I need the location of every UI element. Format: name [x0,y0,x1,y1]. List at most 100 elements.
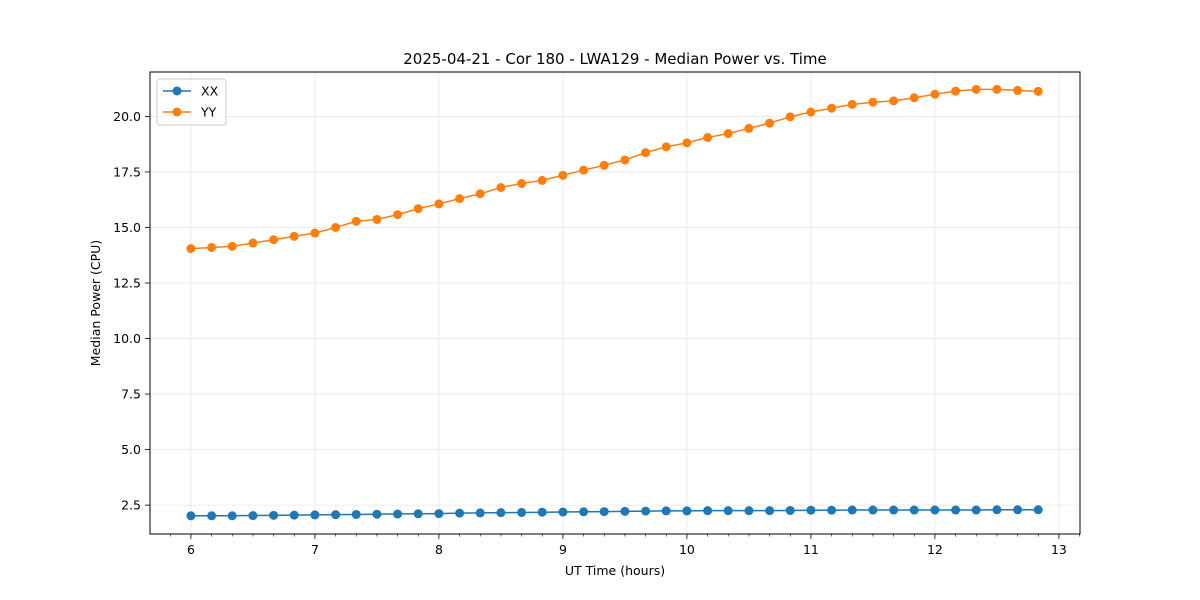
data-point-xx [248,511,258,521]
data-point-yy [475,189,485,199]
data-point-xx [517,507,527,517]
chart-title: 2025-04-21 - Cor 180 - LWA129 - Median P… [403,50,827,68]
data-point-yy [992,84,1002,94]
legend: XX YY [156,78,227,126]
y-tick-label: 2.5 [121,498,141,513]
data-point-yy [620,155,630,165]
data-point-yy [703,133,713,143]
data-point-xx [723,506,733,516]
data-point-yy [517,179,527,189]
data-point-yy [930,89,940,99]
data-point-xx [1013,505,1023,515]
x-tick-label: 12 [927,542,943,557]
data-point-xx [310,510,320,520]
data-point-xx [599,507,609,517]
data-point-yy [889,96,899,106]
data-point-xx [744,506,754,516]
data-point-xx [186,511,196,521]
data-point-xx [847,505,857,515]
data-point-xx [331,510,341,520]
data-point-yy [186,244,196,254]
data-point-xx [269,510,279,520]
data-point-xx [992,505,1002,515]
data-point-yy [868,97,878,107]
x-tick-label: 10 [679,542,695,557]
data-point-xx [393,509,403,519]
data-point-yy [558,170,568,180]
axis-ticks: 6 7 8 9 10 11 12 13 2.5 5.0 7.5 10.0 12.5 15.0 17.5 20.… [113,109,1080,557]
data-point-xx [496,508,506,518]
data-point-yy [785,112,795,122]
data-point-xx [620,506,630,516]
data-point-yy [765,118,775,128]
data-point-yy [393,210,403,220]
data-point-xx [475,508,485,518]
y-axis-label: Median Power (CPU) [88,240,103,366]
data-point-xx [971,505,981,515]
data-point-xx [537,507,547,517]
y-tick-label: 12.5 [113,276,141,291]
data-point-xx [765,506,775,516]
data-point-xx [641,506,651,516]
data-point-yy [434,199,444,209]
data-point-xx [930,505,940,515]
data-point-yy [723,129,733,139]
data-point-yy [227,241,237,251]
x-tick-label: 13 [1051,542,1067,557]
data-point-yy [971,84,981,94]
data-point-yy [909,93,919,103]
data-point-yy [579,165,589,175]
data-point-yy [496,183,506,192]
data-point-xx [413,509,423,519]
data-point-xx [661,506,671,516]
data-point-yy [847,99,857,109]
data-point-xx [289,510,299,520]
data-point-yy [951,86,961,96]
data-point-xx [868,505,878,515]
data-point-xx [227,511,237,521]
data-point-yy [682,138,692,148]
data-point-xx [889,505,899,515]
data-point-xx [909,505,919,515]
data-point-xx [682,506,692,516]
data-point-yy [744,123,754,133]
legend-label-xx: XX [201,84,219,99]
data-point-xx [951,505,961,515]
x-tick-label: 9 [559,542,567,557]
data-point-yy [207,242,217,252]
series-layer [186,84,1043,521]
data-point-yy [331,222,341,232]
y-tick-label: 7.5 [121,387,141,402]
data-point-yy [599,160,609,170]
data-point-xx [703,506,713,516]
data-point-xx [785,505,795,515]
legend-label-yy: YY [200,105,217,120]
data-point-yy [310,228,320,238]
data-point-xx [827,505,837,515]
data-point-xx [455,508,465,518]
data-point-yy [248,238,258,248]
data-point-xx [351,509,361,519]
data-point-yy [289,231,299,241]
data-point-xx [579,507,589,517]
data-point-yy [806,107,816,117]
data-point-xx [434,509,444,519]
data-point-yy [351,216,361,226]
data-point-yy [537,175,547,185]
data-point-xx [558,507,568,517]
x-tick-label: 11 [803,542,819,557]
legend-marker-xx [172,86,182,96]
data-point-yy [1013,85,1023,95]
x-tick-label: 6 [187,542,195,557]
data-point-xx [207,511,217,521]
y-tick-label: 17.5 [113,164,141,179]
data-point-xx [372,509,382,519]
data-point-yy [372,214,382,224]
plot-frame [149,71,1081,535]
data-point-yy [1033,86,1043,96]
x-tick-label: 7 [311,542,319,557]
x-tick-label: 8 [435,542,443,557]
y-tick-label: 5.0 [121,442,141,457]
data-point-yy [661,142,671,152]
